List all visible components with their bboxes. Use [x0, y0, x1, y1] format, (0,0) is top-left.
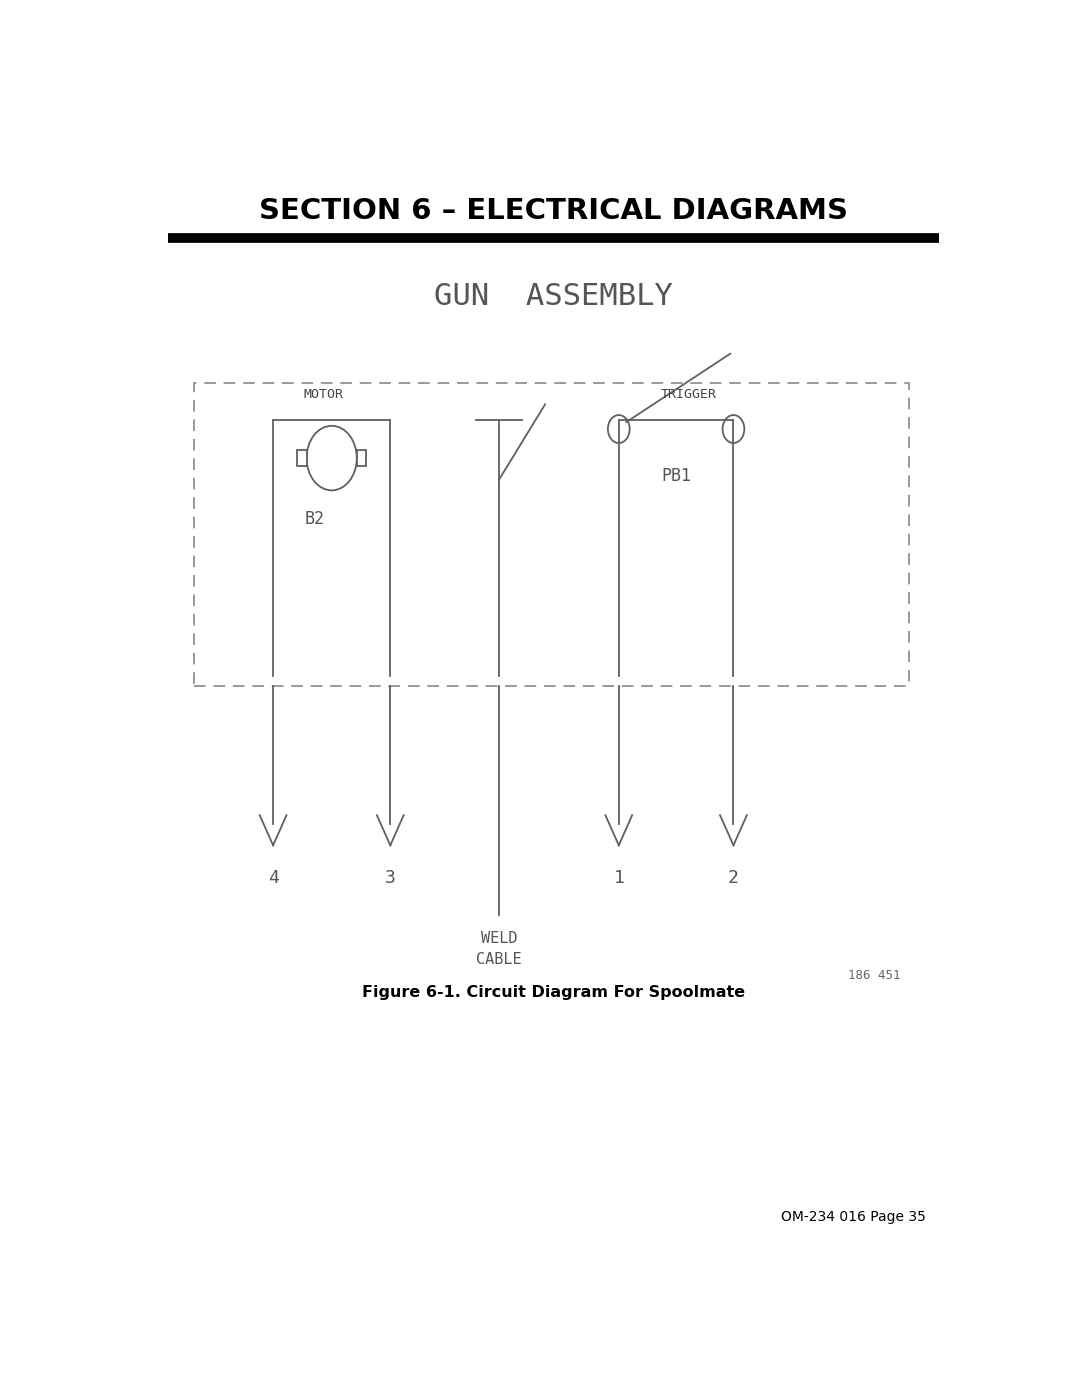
- Text: PB1: PB1: [661, 467, 691, 485]
- Text: SECTION 6 – ELECTRICAL DIAGRAMS: SECTION 6 – ELECTRICAL DIAGRAMS: [259, 197, 848, 225]
- Text: 4: 4: [268, 869, 279, 887]
- Text: 1: 1: [613, 869, 624, 887]
- Text: Figure 6-1. Circuit Diagram For Spoolmate: Figure 6-1. Circuit Diagram For Spoolmat…: [362, 985, 745, 1000]
- Text: 186 451: 186 451: [849, 970, 901, 982]
- Text: OM-234 016 Page 35: OM-234 016 Page 35: [781, 1210, 926, 1224]
- Text: MOTOR: MOTOR: [303, 388, 343, 401]
- Circle shape: [608, 415, 630, 443]
- Text: TRIGGER: TRIGGER: [661, 388, 717, 401]
- Bar: [193, 383, 909, 686]
- Bar: [356, 450, 366, 467]
- Text: WELD
CABLE: WELD CABLE: [476, 932, 522, 967]
- Text: GUN  ASSEMBLY: GUN ASSEMBLY: [434, 282, 673, 312]
- Text: B2: B2: [305, 510, 325, 528]
- Bar: [297, 450, 307, 467]
- Text: 3: 3: [384, 869, 395, 887]
- Text: 2: 2: [728, 869, 739, 887]
- Circle shape: [723, 415, 744, 443]
